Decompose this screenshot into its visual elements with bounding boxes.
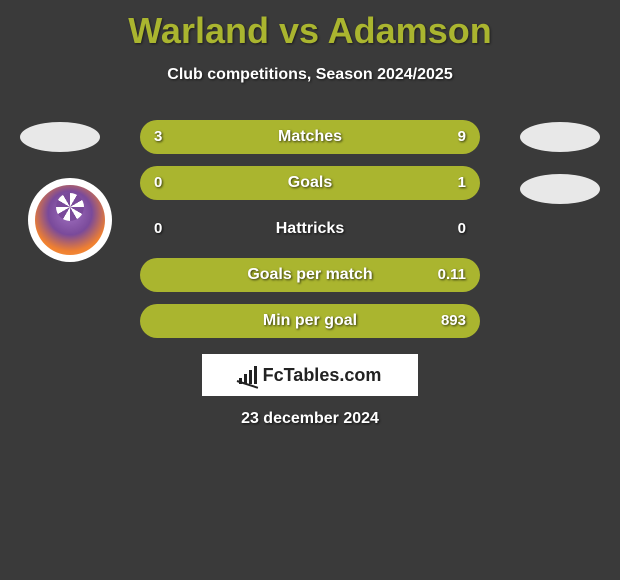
soccer-ball-icon	[56, 193, 84, 221]
chart-icon	[239, 366, 257, 384]
team-logo-right-mid	[520, 174, 600, 204]
stat-row: 0.11Goals per match	[140, 258, 480, 292]
stat-label: Goals	[140, 166, 480, 200]
stat-row: 39Matches	[140, 120, 480, 154]
stat-row: 00Hattricks	[140, 212, 480, 246]
club-emblem-inner	[35, 185, 105, 255]
date-text: 23 december 2024	[0, 410, 620, 428]
stat-label: Hattricks	[140, 212, 480, 246]
club-emblem	[28, 178, 112, 262]
stat-label: Min per goal	[140, 304, 480, 338]
page-title: Warland vs Adamson	[0, 0, 620, 52]
brand-text: FcTables.com	[263, 365, 382, 386]
team-logo-left-top	[20, 122, 100, 152]
stat-row: 893Min per goal	[140, 304, 480, 338]
team-logo-right-top	[520, 122, 600, 152]
subtitle: Club competitions, Season 2024/2025	[0, 66, 620, 84]
stat-label: Goals per match	[140, 258, 480, 292]
stat-row: 01Goals	[140, 166, 480, 200]
stat-label: Matches	[140, 120, 480, 154]
brand-box[interactable]: FcTables.com	[202, 354, 418, 396]
stats-container: 39Matches 01Goals 00Hattricks 0.11Goals per…	[140, 120, 480, 350]
